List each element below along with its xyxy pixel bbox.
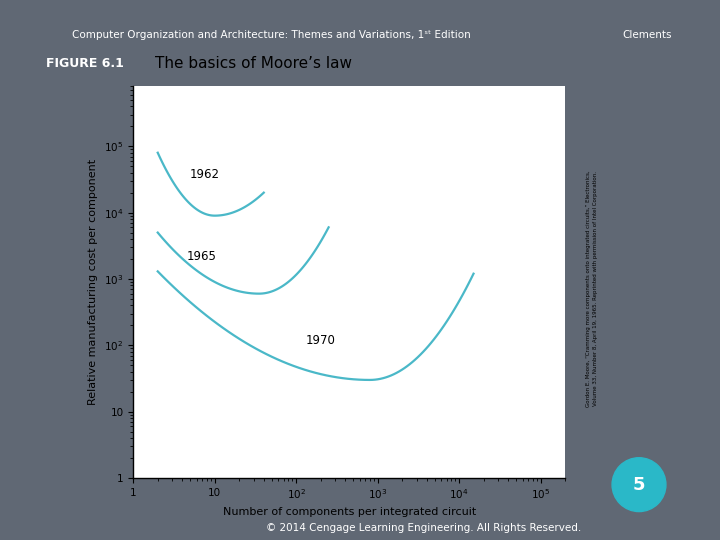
Text: The basics of Moore’s law: The basics of Moore’s law bbox=[155, 56, 352, 71]
Text: 1970: 1970 bbox=[305, 334, 336, 347]
X-axis label: Number of components per integrated circuit: Number of components per integrated circ… bbox=[222, 507, 476, 517]
Text: © 2014 Cengage Learning Engineering. All Rights Reserved.: © 2014 Cengage Learning Engineering. All… bbox=[266, 523, 582, 533]
Text: 5: 5 bbox=[633, 476, 645, 494]
Y-axis label: Relative manufacturing cost per component: Relative manufacturing cost per componen… bbox=[89, 159, 99, 405]
Text: Gordon E. Moore, “Cramming more components onto integrated circuits,” Electronic: Gordon E. Moore, “Cramming more componen… bbox=[586, 171, 598, 407]
Text: 1962: 1962 bbox=[190, 167, 220, 181]
Text: 1965: 1965 bbox=[186, 249, 216, 263]
Circle shape bbox=[612, 458, 666, 511]
Text: FIGURE 6.1: FIGURE 6.1 bbox=[45, 57, 124, 70]
Text: Clements: Clements bbox=[623, 30, 672, 40]
Text: Computer Organization and Architecture: Themes and Variations, 1ˢᵗ Edition: Computer Organization and Architecture: … bbox=[72, 30, 471, 40]
